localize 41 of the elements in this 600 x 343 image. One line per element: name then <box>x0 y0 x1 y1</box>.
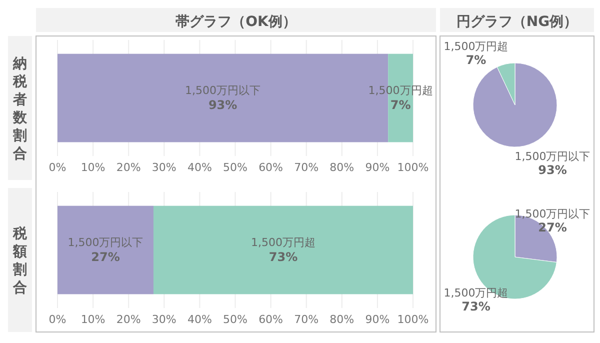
y-axis-title: 税額割合 <box>12 225 28 296</box>
x-tick-label: 0% <box>48 313 66 326</box>
data-label: 93% <box>538 162 567 177</box>
x-tick-label: 100% <box>397 313 429 326</box>
x-tick-label: 30% <box>152 161 176 174</box>
series-label: 1,500万円以下 <box>185 84 261 97</box>
chart-title: 帯グラフ（OK例） <box>176 14 296 30</box>
x-tick-label: 20% <box>116 161 141 174</box>
slice-label: 1,500万円以下 <box>514 150 590 163</box>
x-tick-label: 10% <box>80 313 106 326</box>
data-label: 27% <box>91 250 120 264</box>
series-label: 1,500万円超 <box>250 236 316 249</box>
x-tick-label: 70% <box>294 161 319 174</box>
x-tick-label: 30% <box>152 313 176 326</box>
x-tick-label: 90% <box>365 313 390 326</box>
slice-label: 1,500万円超 <box>444 286 508 300</box>
x-tick-label: 80% <box>330 161 354 174</box>
pie-slice <box>472 62 558 148</box>
data-label: 7% <box>466 53 486 68</box>
chart-title: 円グラフ（NG例） <box>456 14 578 30</box>
x-tick-label: 50% <box>223 161 248 174</box>
data-label: 7% <box>390 98 411 112</box>
series-label: 1,500万円以下 <box>68 236 144 249</box>
data-label: 73% <box>462 300 490 314</box>
x-tick-label: 80% <box>330 313 354 326</box>
slice-label: 1,500万円以下 <box>514 207 590 220</box>
x-tick-label: 100% <box>397 161 429 174</box>
y-axis-title: 納税者数割合 <box>12 56 28 162</box>
x-tick-label: 60% <box>258 161 284 174</box>
x-tick-label: 70% <box>294 313 319 326</box>
x-tick-label: 90% <box>365 161 390 174</box>
x-tick-label: 0% <box>48 161 66 174</box>
x-tick-label: 40% <box>187 161 212 174</box>
x-tick-label: 10% <box>80 161 106 174</box>
x-tick-label: 50% <box>223 313 248 326</box>
slice-label: 1,500万円超 <box>444 40 508 54</box>
x-tick-label: 40% <box>187 313 212 326</box>
data-label: 73% <box>268 250 298 264</box>
x-tick-label: 20% <box>116 313 141 326</box>
x-tick-label: 60% <box>258 313 284 326</box>
data-label: 93% <box>208 98 238 112</box>
